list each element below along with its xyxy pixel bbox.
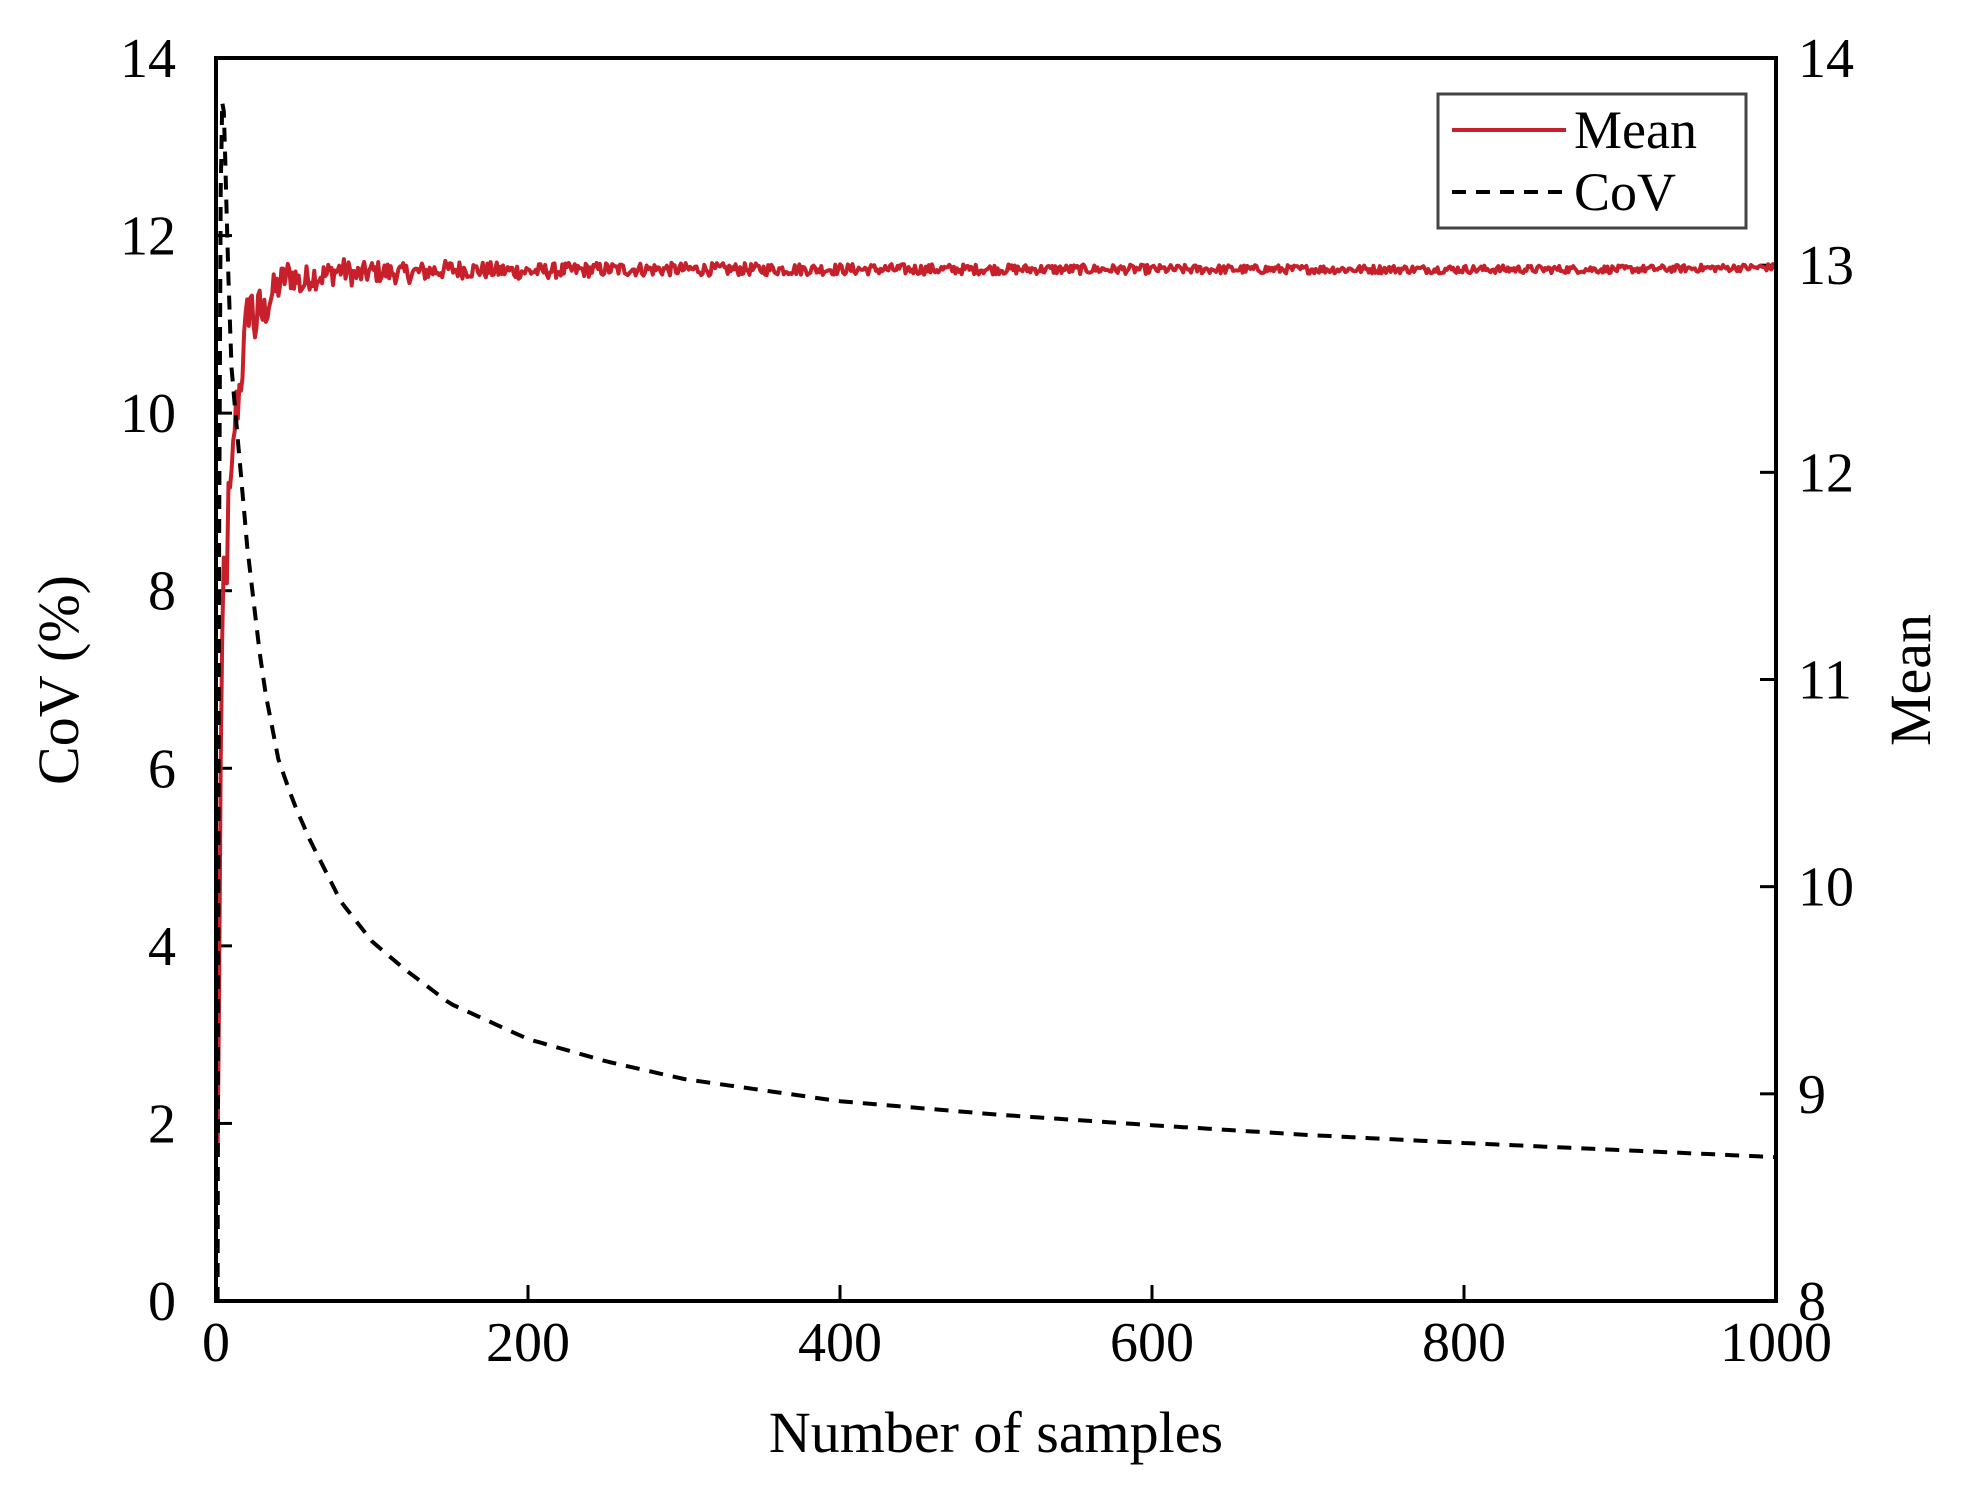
y-right-tick-label: 14 bbox=[1798, 28, 1854, 90]
y-axis-right-title: Mean bbox=[1878, 614, 1943, 746]
y-left-tick-label: 8 bbox=[148, 561, 176, 623]
legend-box bbox=[1436, 92, 1748, 230]
y-right-tick-label: 10 bbox=[1798, 857, 1854, 919]
y-left-tick-label: 6 bbox=[148, 738, 176, 800]
legend: Mean CoV bbox=[1436, 92, 1748, 230]
x-tick-label: 0 bbox=[202, 1312, 230, 1374]
y-axis-left-title: CoV (%) bbox=[26, 575, 91, 785]
tick-labels: 0 200 400 600 800 1000 0 2 4 6 8 10 12 14 8 9 10 11 12 13 14 bbox=[120, 28, 1854, 1374]
y-right-tick-label: 12 bbox=[1798, 442, 1854, 504]
x-tick-label: 800 bbox=[1422, 1312, 1506, 1374]
series-line-cov bbox=[215, 100, 1777, 1302]
x-tick-label: 200 bbox=[486, 1312, 570, 1374]
y-left-tick-label: 2 bbox=[148, 1093, 176, 1155]
y-right-tick-label: 13 bbox=[1798, 235, 1854, 297]
y-left-tick-label: 4 bbox=[148, 916, 176, 978]
x-axis-title: Number of samples bbox=[769, 1400, 1223, 1465]
y-left-tick-label: 0 bbox=[148, 1271, 176, 1333]
legend-cov-label: CoV bbox=[1574, 162, 1676, 222]
plot-frame bbox=[214, 56, 1778, 1303]
x-tick-label: 600 bbox=[1110, 1312, 1194, 1374]
y-right-tick-label: 11 bbox=[1798, 650, 1852, 712]
y-right-tick-label: 8 bbox=[1798, 1271, 1826, 1333]
y-left-tick-label: 12 bbox=[120, 206, 176, 268]
series-line-mean bbox=[215, 257, 1778, 1157]
series-layer bbox=[215, 100, 1778, 1302]
legend-mean-label: Mean bbox=[1574, 100, 1697, 160]
x-tick-label: 1000 bbox=[1720, 1312, 1832, 1374]
y-left-tick-label: 14 bbox=[120, 28, 176, 90]
y-left-tick-label: 10 bbox=[120, 383, 176, 445]
y-right-tick-label: 9 bbox=[1798, 1064, 1826, 1126]
x-tick-label: 400 bbox=[798, 1312, 882, 1374]
